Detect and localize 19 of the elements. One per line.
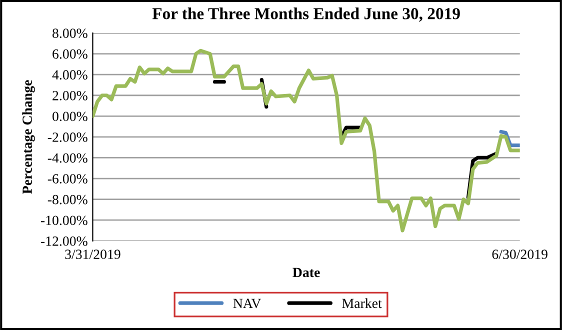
y-tick-label: -10.00% [40,216,88,226]
line-series [92,48,520,232]
legend-label: Market [342,298,382,308]
y-axis-title: Percentage Change [22,80,35,194]
y-tick-label: 0.00% [52,112,88,122]
chart-title: For the Three Months Ended June 30, 2019 [152,8,460,22]
x-axis-title: Date [292,268,320,278]
y-tick-label: 8.00% [52,28,88,38]
y-tick-label: 6.00% [52,49,88,59]
y-tick-label: -6.00% [48,174,88,184]
y-tick-label: -12.00% [40,236,88,246]
y-tick-label: 2.00% [52,90,88,100]
y-tick-label: -2.00% [48,132,88,142]
legend-label: NAV [233,298,262,308]
y-tick-label: 4.00% [52,70,88,80]
y-tick-label: -8.00% [48,194,88,204]
x-tick-label: 3/31/2019 [65,250,120,260]
y-tick-label: -4.00% [48,153,88,163]
x-tick-label: 6/30/2019 [492,250,548,260]
